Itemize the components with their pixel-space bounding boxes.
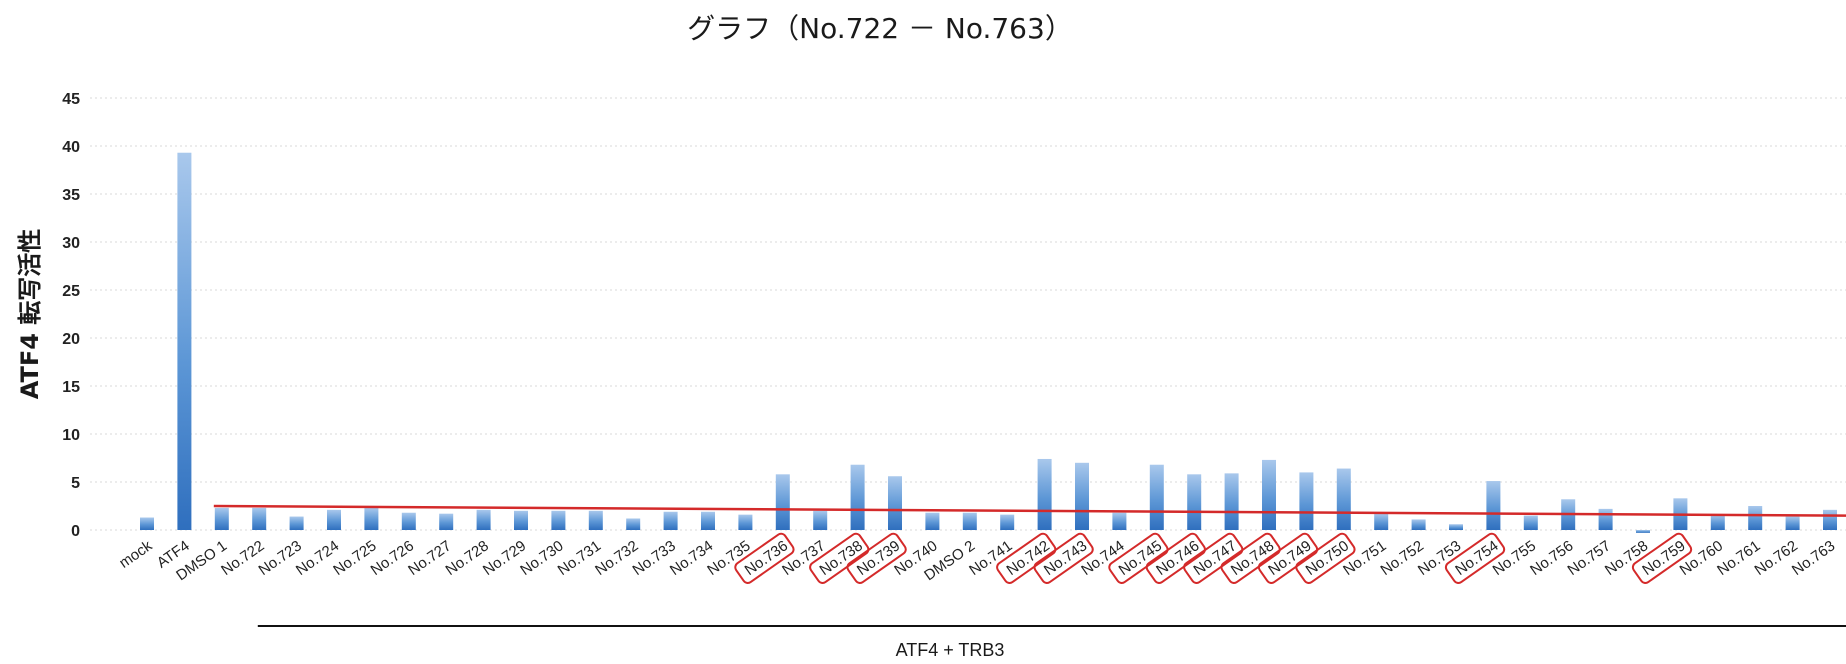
bar (1823, 509, 1837, 530)
bar (364, 507, 379, 530)
bar (663, 511, 678, 530)
group-label: ATF4 + TRB3 (896, 640, 1005, 660)
bar (1636, 530, 1650, 533)
group-bracket: ATF4 + TRB3 (257, 625, 1846, 660)
bar (850, 464, 865, 530)
x-tick-label: No.763 (1789, 537, 1838, 579)
highlight-box (1145, 532, 1206, 584)
highlight-box (1631, 532, 1693, 584)
bar (1262, 459, 1276, 530)
highlight-box (1108, 532, 1169, 584)
y-tick-label: 35 (62, 187, 80, 204)
highlight-box (734, 532, 795, 584)
bar (252, 507, 267, 530)
bar (588, 510, 603, 530)
highlight-box (1444, 532, 1506, 584)
bar (701, 511, 715, 530)
y-tick-label: 15 (62, 379, 80, 396)
bar (1075, 462, 1089, 530)
y-tick-label: 5 (71, 475, 80, 492)
gridlines (90, 97, 1846, 531)
bar (476, 509, 491, 530)
highlight-box (996, 532, 1057, 584)
bar (1710, 514, 1725, 530)
bar (1037, 458, 1052, 530)
bar (439, 513, 454, 530)
x-tick-label: mock (116, 537, 156, 572)
y-axis-ticks: 0 5 10 15 20 25 30 35 40 45 (62, 91, 80, 540)
x-tick: mock (116, 537, 156, 572)
bar (1000, 514, 1015, 530)
bar (177, 152, 192, 530)
bar (327, 509, 341, 530)
y-tick-label: 25 (62, 283, 80, 300)
bar (738, 514, 753, 530)
bar (1449, 524, 1463, 530)
highlight-box (1183, 532, 1244, 584)
bar (214, 507, 229, 530)
chart-title: グラフ（No.722 － No.763） (687, 12, 1073, 45)
highlight-box (1033, 532, 1094, 584)
bar (514, 510, 528, 530)
y-tick-label: 45 (62, 91, 80, 108)
bar (1411, 519, 1426, 530)
bar (1374, 513, 1389, 530)
bar (1523, 515, 1538, 530)
baseline-trend (213, 504, 1846, 517)
bar (1748, 506, 1763, 530)
bar (1336, 468, 1351, 530)
y-tick-label: 40 (62, 139, 80, 156)
baseline-line (213, 504, 1846, 517)
bar (1187, 474, 1202, 530)
highlight-box (809, 532, 870, 584)
highlight-box (1220, 532, 1281, 584)
bar (626, 518, 641, 530)
bar (401, 512, 416, 530)
y-axis-label: ATF4 転写活性 (16, 229, 44, 400)
y-tick-label: 20 (62, 331, 80, 348)
bars (140, 152, 1837, 533)
bar (1149, 464, 1164, 530)
bar (1224, 473, 1239, 530)
highlight-box (1257, 532, 1319, 584)
bar (775, 474, 790, 530)
highlight-box (846, 532, 907, 584)
y-tick-label: 30 (62, 235, 80, 252)
bar (1299, 472, 1314, 530)
highlight-box (1295, 532, 1356, 584)
y-tick-label: 10 (62, 427, 80, 444)
bar (140, 517, 154, 530)
bar (925, 512, 940, 530)
bar (962, 512, 977, 530)
bar (1486, 481, 1501, 530)
bar (1785, 516, 1800, 530)
x-tick: No.763 (1789, 537, 1838, 579)
bar (1112, 512, 1127, 530)
bar (813, 510, 828, 530)
bar (289, 516, 304, 530)
bar (551, 510, 566, 530)
y-tick-label: 0 (71, 523, 80, 540)
bar (1598, 508, 1613, 530)
bar (888, 476, 902, 530)
